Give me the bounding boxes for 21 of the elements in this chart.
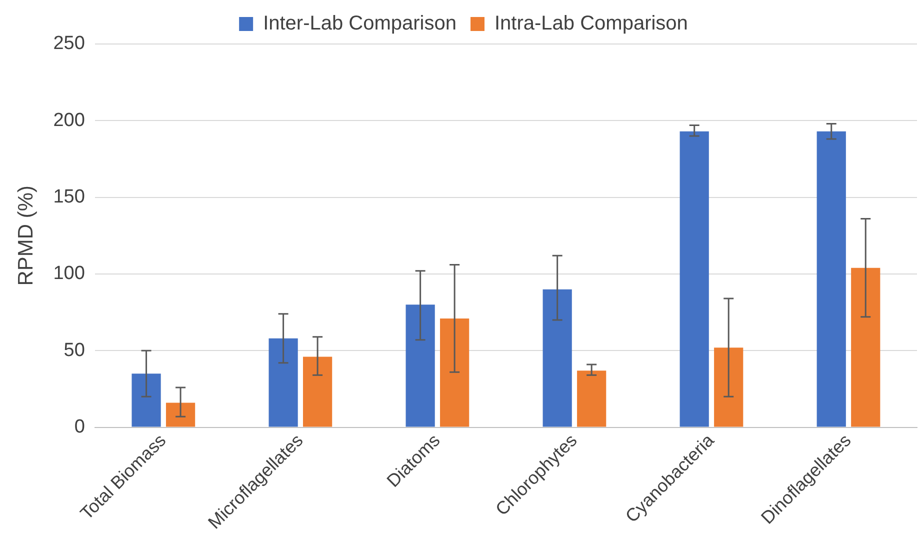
y-tick-label: 50 <box>64 340 85 361</box>
y-tick-label: 100 <box>53 263 85 284</box>
legend-label: Inter-Lab Comparison <box>263 12 457 35</box>
bar <box>302 356 332 427</box>
bar <box>440 318 470 427</box>
bar <box>166 402 196 427</box>
bar <box>268 338 298 427</box>
y-tick-label: 150 <box>53 186 85 208</box>
y-tick-label: 200 <box>53 110 85 131</box>
bar <box>816 131 846 427</box>
bar <box>851 268 880 427</box>
bar <box>132 374 161 427</box>
bar <box>577 370 606 427</box>
y-axis-title: RPMD (%) <box>14 185 38 286</box>
y-tick-label: 250 <box>53 33 85 54</box>
bar <box>542 289 572 427</box>
bar <box>714 348 744 427</box>
bar <box>406 304 435 427</box>
bar <box>680 131 709 427</box>
legend-label: Intra-Lab Comparison <box>494 12 688 35</box>
y-tick-label: 0 <box>74 416 85 438</box>
